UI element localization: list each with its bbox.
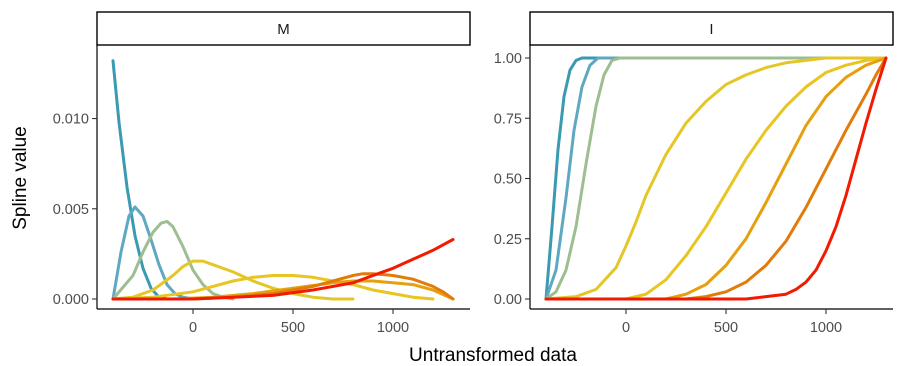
panel-m-spline-line [111,219,235,301]
panel-m-spline-line [111,274,435,301]
y-axis-title: Spline value [10,126,31,230]
panel-i-y-tick-label: 1.00 [494,51,522,67]
panel-i-x-tick-label: 0 [622,320,630,336]
panel-i-y-tick-label: 0.00 [494,292,522,308]
x-axis-title: Untransformed data [409,345,577,366]
panel-i-spline-line [544,56,888,301]
panel-m-x-tick-label: 0 [189,320,197,336]
panel-i-spline-line [544,56,888,301]
panel-i-spline-line [544,56,888,301]
panel-i-spline-line [544,56,888,301]
panel-m: M 0 500 1000 0.000 0.005 0.010 [53,11,471,336]
panel-i-strip [529,11,894,46]
panel-i-x-tick-label: 1000 [810,320,842,336]
panel-i-spline-line [544,56,888,301]
panel-i-strip-label: I [709,21,713,38]
panel-i-y-tick-label: 0.25 [494,232,522,248]
panel-m-x-tick-label: 500 [281,320,305,336]
panel-m-y-tick-label: 0.010 [53,112,89,128]
panel-i: I 0 500 1000 0.00 0.25 0.50 0.75 1.00 [494,11,894,336]
panel-i-x-tick-label: 500 [714,320,738,336]
panel-m-strip-label: M [277,21,290,38]
panel-i-spline-line [544,56,888,301]
panel-m-y-tick-label: 0.000 [53,292,89,308]
panel-i-y-tick-label: 0.50 [494,172,522,188]
panel-m-x-tick-label: 1000 [377,320,409,336]
panel-m-spline-line [111,238,455,301]
panel-m-strip [96,11,471,46]
panel-i-spline-line [544,56,888,301]
panel-i-spline-line [544,56,888,301]
panel-i-y-tick-label: 0.75 [494,111,522,127]
panel-m-spline-line [111,259,355,301]
panel-m-y-tick-label: 0.005 [53,202,89,218]
